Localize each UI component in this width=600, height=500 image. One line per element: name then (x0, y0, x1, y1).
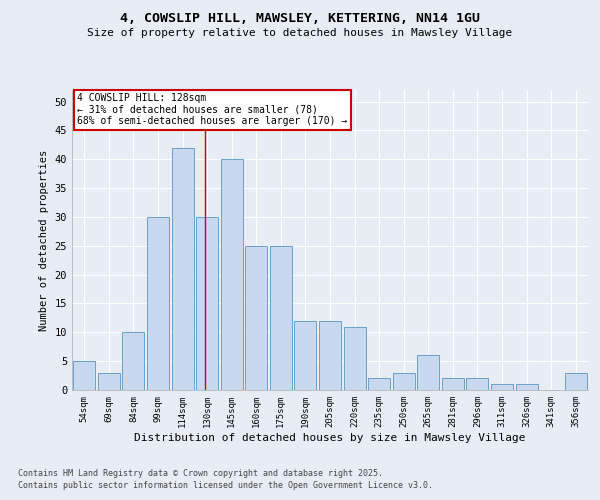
Bar (491, 384, 513, 390)
Bar (172, 148, 194, 390)
Bar (368, 378, 390, 390)
Bar (515, 384, 538, 390)
Text: Contains public sector information licensed under the Open Government Licence v3: Contains public sector information licen… (18, 481, 433, 490)
Bar (344, 326, 365, 390)
Bar (147, 217, 169, 390)
Bar (245, 246, 268, 390)
Bar (98, 372, 120, 390)
Bar (442, 378, 464, 390)
Bar (319, 321, 341, 390)
Bar (221, 159, 243, 390)
Bar (196, 217, 218, 390)
Text: Size of property relative to detached houses in Mawsley Village: Size of property relative to detached ho… (88, 28, 512, 38)
Bar (392, 372, 415, 390)
Bar (73, 361, 95, 390)
Text: Contains HM Land Registry data © Crown copyright and database right 2025.: Contains HM Land Registry data © Crown c… (18, 468, 383, 477)
Text: 4, COWSLIP HILL, MAWSLEY, KETTERING, NN14 1GU: 4, COWSLIP HILL, MAWSLEY, KETTERING, NN1… (120, 12, 480, 26)
Y-axis label: Number of detached properties: Number of detached properties (39, 150, 49, 330)
Text: 4 COWSLIP HILL: 128sqm
← 31% of detached houses are smaller (78)
68% of semi-det: 4 COWSLIP HILL: 128sqm ← 31% of detached… (77, 93, 347, 126)
Bar (417, 356, 439, 390)
Bar (466, 378, 488, 390)
Bar (122, 332, 145, 390)
Bar (295, 321, 316, 390)
X-axis label: Distribution of detached houses by size in Mawsley Village: Distribution of detached houses by size … (134, 432, 526, 442)
Bar (565, 372, 587, 390)
Bar (270, 246, 292, 390)
